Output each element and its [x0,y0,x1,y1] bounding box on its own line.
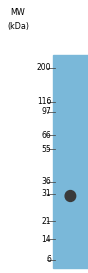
Text: 200: 200 [37,64,51,73]
Ellipse shape [65,191,76,201]
Text: 21: 21 [42,216,51,225]
Text: 6: 6 [46,256,51,265]
Text: (kDa): (kDa) [7,22,29,31]
Text: 97: 97 [42,108,51,117]
Text: 36: 36 [42,177,51,186]
Text: 14: 14 [42,235,51,244]
Text: 116: 116 [37,97,51,106]
Text: 31: 31 [42,189,51,198]
Text: 55: 55 [42,144,51,153]
Bar [53,55,88,268]
Text: MW: MW [11,8,25,17]
Text: 66: 66 [42,130,51,140]
